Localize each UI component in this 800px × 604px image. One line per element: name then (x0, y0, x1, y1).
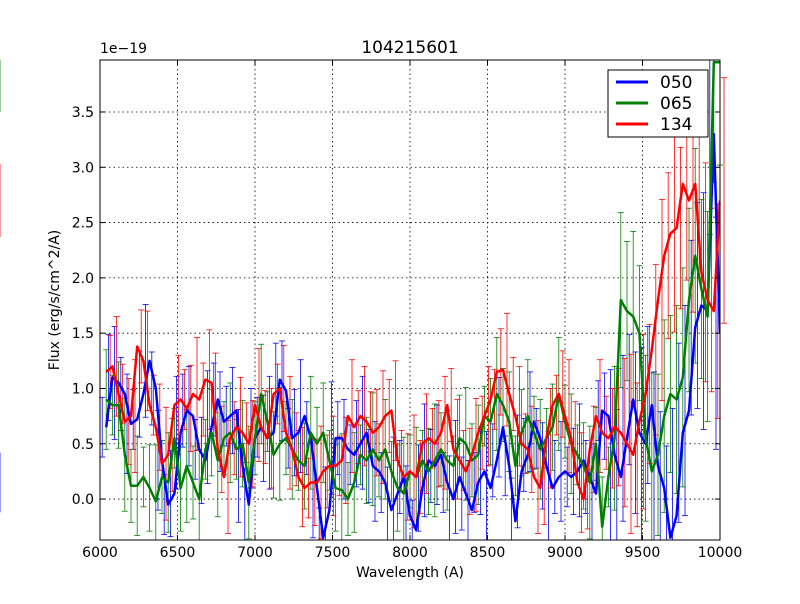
y-tick-label: 3.5 (72, 105, 94, 121)
y-tick-label: 0.0 (72, 492, 94, 508)
x-tick-label: 8500 (470, 545, 506, 561)
legend-label-065: 065 (660, 94, 692, 114)
y-tick-label: 1.0 (72, 381, 94, 397)
y-tick-label: 0.5 (72, 437, 94, 453)
y-tick-label: 2.5 (72, 216, 94, 232)
axis-ticks: 6000 6500 7000 7500 8000 8500 9000 9500 10000 0.0… (72, 60, 743, 561)
y-axis-label: Flux (erg/s/cm^2/A) (47, 230, 63, 370)
x-tick-label: 9000 (547, 545, 583, 561)
x-axis-label: Wavelength (A) (356, 565, 464, 581)
y-offset-label: 1e−19 (100, 41, 147, 57)
x-tick-label: 9500 (625, 545, 661, 561)
x-tick-label: 10000 (698, 545, 743, 561)
legend-label-050: 050 (660, 73, 692, 93)
x-tick-label: 7500 (315, 545, 351, 561)
y-tick-label: 2.0 (72, 271, 94, 287)
y-tick-label: 1.5 (72, 326, 94, 342)
legend-label-134: 134 (660, 115, 692, 135)
series-line-134 (105, 182, 720, 501)
x-tick-label: 8000 (392, 545, 428, 561)
series-lines (104, 60, 720, 540)
chart-title: 104215601 (361, 38, 458, 58)
x-tick-label: 6000 (82, 545, 118, 561)
x-tick-label: 7000 (237, 545, 273, 561)
y-tick-label: 3.0 (72, 160, 94, 176)
x-tick-label: 6500 (160, 545, 196, 561)
